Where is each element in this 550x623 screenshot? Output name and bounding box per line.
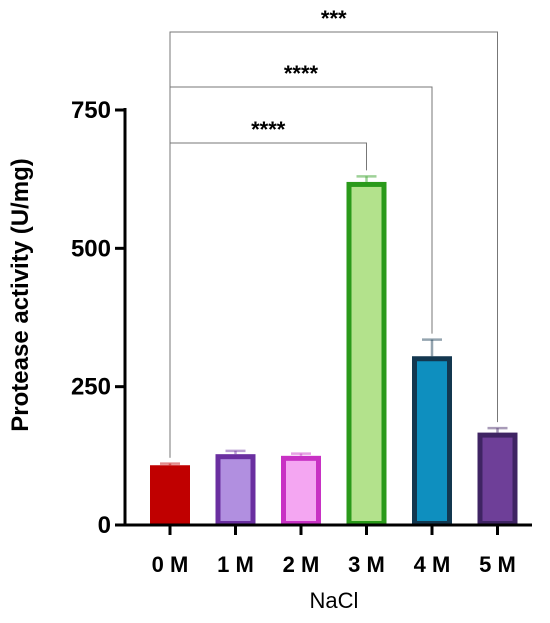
- x-tick-label: 3 M: [348, 552, 385, 577]
- bar: [215, 454, 256, 527]
- y-tick-label: 0: [98, 512, 111, 539]
- bar: [477, 432, 518, 526]
- y-tick-label: 500: [71, 235, 111, 262]
- y-tick-label: 250: [71, 374, 111, 401]
- significance-bracket: [169, 142, 367, 458]
- significance-label: ****: [284, 61, 319, 86]
- x-tick-label: 0 M: [152, 552, 189, 577]
- significance-bracket: [169, 31, 498, 458]
- x-tick-label: 2 M: [283, 552, 320, 577]
- bars: [150, 175, 518, 527]
- significance-brackets: ***********: [169, 6, 498, 458]
- axes: 0 250 500 750 0 M 1 M 2 M 3 M 4 M 5 M: [71, 97, 532, 577]
- significance-label: ***: [321, 6, 347, 31]
- bar: [281, 455, 321, 527]
- y-tick-label: 750: [71, 97, 111, 124]
- bar: [346, 181, 387, 527]
- x-axis-title: NaCl: [310, 588, 359, 613]
- x-tick-label: 5 M: [479, 552, 516, 577]
- significance-label: ****: [251, 117, 286, 142]
- x-tick-label: 4 M: [414, 552, 451, 577]
- bar: [150, 465, 190, 526]
- x-tick-label: 1 M: [217, 552, 254, 577]
- y-axis-title: Protease activity (U/mg): [7, 158, 34, 431]
- bar: [412, 356, 452, 526]
